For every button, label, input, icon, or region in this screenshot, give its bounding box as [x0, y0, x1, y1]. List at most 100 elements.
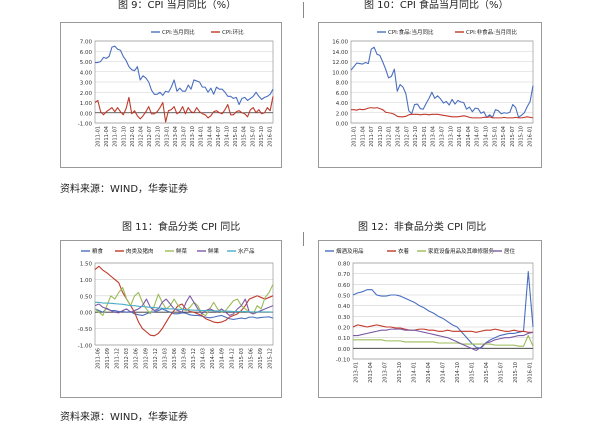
x-tick-label: 2011-09 — [105, 348, 111, 369]
legend-label: CPI:食品:当月同比 — [388, 28, 434, 36]
y-tick-label: 0.00 — [336, 122, 349, 128]
x-tick-label: 2015-01 — [233, 126, 239, 147]
x-tick-label: 2012-10 — [413, 126, 419, 147]
figure-11-title: 图 11：食品分类 CPI 同比 — [122, 222, 241, 233]
y-tick-label: 0.80 — [338, 262, 351, 268]
plot-area — [352, 262, 534, 360]
x-tick-label: 2014-09 — [220, 348, 226, 369]
x-tick-label: 2015-04 — [242, 126, 248, 147]
y-tick-label: 12.00 — [332, 60, 348, 66]
x-tick-label: 2015-10 — [519, 126, 525, 147]
x-tick-label: 2013-01 — [422, 126, 428, 147]
x-tick-label: 2013-04 — [173, 126, 179, 147]
legend-label: 烟酒及用品 — [336, 247, 364, 255]
x-tick-label: 2014-04 — [207, 126, 213, 147]
y-tick-label: 0.70 — [338, 272, 351, 278]
series-line-2 — [94, 96, 274, 123]
y-tick-label: 10.00 — [332, 70, 348, 76]
x-tick-label: 2013-04 — [431, 126, 437, 147]
x-tick-label: 2012-01 — [130, 126, 136, 147]
x-tick-label: 2014-07 — [441, 362, 447, 383]
y-tick-label: 0.00 — [80, 311, 93, 317]
y-tick-label: 8.00 — [336, 81, 349, 87]
x-tick-label: 2015-01 — [492, 126, 498, 147]
y-tick-label: 0.00 — [80, 111, 93, 117]
x-tick-label: 2011-04 — [360, 126, 366, 147]
legend-label: 鲜果 — [208, 247, 220, 255]
x-tick-label: 2012-07 — [404, 126, 410, 147]
x-tick-label: 2014-10 — [455, 362, 461, 383]
series-line-3 — [353, 334, 534, 347]
x-tick-label: 2015-07 — [499, 362, 505, 383]
x-tick-label: 2011-07 — [113, 126, 119, 147]
y-tick-label: 4.00 — [336, 101, 349, 107]
y-tick-label: 14.00 — [332, 50, 348, 56]
chart-panel-fig9: 7.00 6.00 5.00 4.00 3.00 2.00 1.00 0.00 -1.00 201… — [60, 22, 282, 168]
x-tick-label: 2014-10 — [484, 126, 490, 147]
series-line-1 — [94, 307, 274, 320]
series-line-2 — [352, 324, 533, 333]
y-tick-label: 0.10 — [338, 336, 351, 342]
figure-10-title: 图 10：CPI 食品当月同比（%） — [364, 0, 509, 11]
y-tick-label: 7.00 — [80, 40, 93, 46]
x-tick-label: 2011-10 — [121, 126, 127, 147]
x-tick-label: 2013-10 — [397, 362, 403, 383]
figure-12-title: 图 12：非食品分类 CPI 同比 — [358, 222, 487, 233]
x-tick-label: 2014-01 — [199, 126, 205, 147]
x-tick-label: 2013-06 — [172, 348, 178, 369]
plot-area — [350, 40, 534, 124]
legend-label: CPI:环比 — [222, 28, 244, 36]
series-line-1 — [350, 46, 534, 118]
x-tick-label: 2012-04 — [139, 126, 145, 147]
y-tick-label: 0.50 — [80, 294, 93, 300]
legend-label: CPI:当月同比 — [162, 28, 195, 36]
y-tick-label: 0.40 — [338, 304, 351, 310]
x-tick-label: 2013-10 — [190, 126, 196, 147]
chart-fig9: 7.006.005.004.003.002.001.000.00-1.00201… — [78, 28, 274, 147]
x-tick-label: 2012-10 — [156, 126, 162, 147]
y-tick-label: 3.00 — [80, 81, 93, 87]
y-tick-label: 4.00 — [80, 70, 93, 76]
x-tick-label: 2014-10 — [225, 126, 231, 147]
y-tick-label: 6.00 — [80, 50, 93, 56]
x-tick-label: 2011-06 — [96, 348, 102, 369]
y-tick-label: 1.00 — [80, 101, 93, 107]
y-tick-label: 5.00 — [80, 60, 93, 66]
x-tick-label: 2016-01 — [268, 126, 274, 147]
x-tick-label: 2016-01 — [528, 362, 534, 383]
x-tick-label: 2013-07 — [182, 126, 188, 147]
x-tick-label: 2013-03 — [162, 348, 168, 369]
y-tick-label: 2.00 — [336, 111, 349, 117]
y-tick-label: 6.00 — [336, 91, 349, 97]
x-tick-label: 2013-07 — [440, 126, 446, 147]
y-tick-label: 0.30 — [338, 315, 351, 321]
legend-label: 家庭设备用品及其维修服务 — [428, 247, 495, 255]
x-tick-label: 2014-03 — [201, 348, 207, 369]
legend-label: 水产品 — [238, 247, 255, 255]
y-tick-label: 0.50 — [338, 294, 351, 300]
x-tick-label: 2011-01 — [352, 126, 358, 147]
x-tick-label: 2013-07 — [383, 362, 389, 383]
series-line-4 — [94, 295, 274, 317]
x-tick-label: 2012-03 — [124, 348, 130, 369]
x-tick-label: 2014-07 — [216, 126, 222, 147]
divider — [303, 232, 304, 246]
x-tick-label: 2011-07 — [369, 126, 375, 147]
divider — [303, 2, 304, 18]
x-tick-label: 2015-12 — [268, 348, 274, 369]
legend-label: 鲜菜 — [176, 247, 188, 255]
x-tick-label: 2015-04 — [501, 126, 507, 147]
x-tick-label: 2015-01 — [470, 362, 476, 383]
x-tick-label: 2015-09 — [258, 348, 264, 369]
series-line-1 — [352, 270, 534, 349]
x-tick-label: 2011-12 — [115, 348, 121, 369]
y-tick-label: 0.20 — [338, 326, 351, 332]
x-tick-label: 2011-04 — [104, 126, 110, 147]
x-tick-label: 2014-06 — [210, 348, 216, 369]
y-tick-label: -0.50 — [78, 327, 93, 333]
series-line-2 — [351, 107, 534, 119]
x-tick-label: 2012-06 — [134, 348, 140, 369]
legend-label: 肉类及猪肉 — [126, 247, 154, 255]
figure-9-title: 图 9：CPI 当月同比（%） — [118, 0, 237, 11]
